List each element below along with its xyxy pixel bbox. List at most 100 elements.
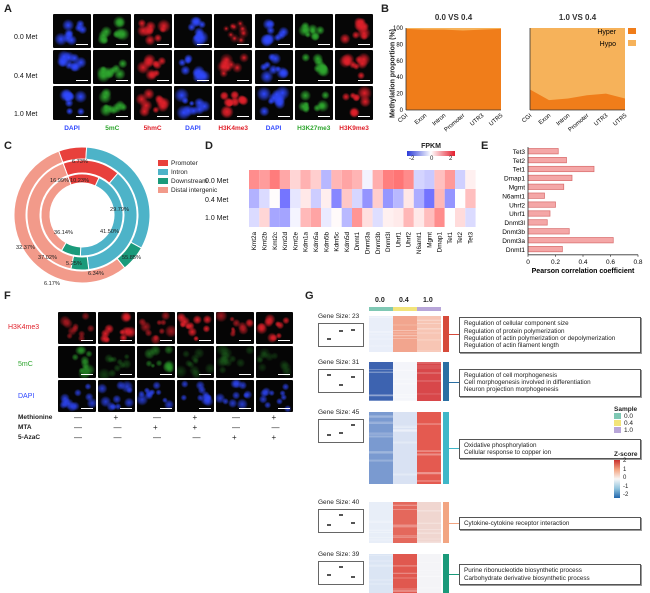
gene-size-label: Gene Size: 23	[318, 313, 360, 320]
panel-f-label: F	[4, 290, 11, 302]
micrograph-cell	[133, 50, 172, 84]
micrograph-cell	[137, 312, 175, 344]
trend-marker	[339, 566, 343, 568]
category-label: Dmap1	[504, 176, 525, 183]
x-tick-label: UTR5	[488, 113, 504, 128]
trend-plot	[318, 323, 364, 347]
category-label: Tet3	[513, 149, 526, 156]
trend-marker	[327, 524, 331, 526]
heatmap-cell	[434, 189, 445, 208]
stain-label: 5hmC	[143, 125, 162, 132]
heatmap-cell	[372, 189, 383, 208]
cluster-color-bar	[443, 412, 449, 485]
go-term: Regulation of actin polymerization or de…	[464, 335, 616, 343]
row-label: 0.0 Met	[205, 178, 229, 185]
connector-line	[449, 573, 459, 575]
legend-label: Intron	[171, 169, 188, 176]
trend-plot	[318, 509, 364, 533]
connector-line	[449, 448, 459, 450]
scale-bar	[156, 44, 169, 45]
scale-bar	[76, 116, 88, 117]
heatmap-cell	[434, 170, 445, 189]
heatmap-cell	[321, 189, 332, 208]
go-term: Neuron projection morphogenesis	[464, 386, 559, 394]
scale-bar	[278, 340, 290, 341]
x-tick-label: Promoter	[444, 113, 467, 133]
fpkm-colorbar	[407, 151, 455, 156]
cluster-color-bar	[443, 502, 449, 543]
gene-size-label: Gene Size: 45	[318, 409, 360, 416]
category-label: Dnmt3l	[504, 220, 525, 227]
fpkm-tick: -2	[409, 156, 415, 162]
sample-annotation	[417, 307, 441, 311]
scale-bar	[76, 44, 88, 45]
go-term: Purine ribonucleotide biosynthetic proce…	[464, 567, 582, 575]
scale-bar	[120, 408, 132, 409]
zscore-colorbar	[614, 460, 620, 498]
micrograph-cell	[254, 14, 293, 48]
micrograph-cell	[53, 50, 91, 84]
go-term: Cytokine-cytokine receptor interaction	[464, 519, 570, 527]
heatmap-cell	[310, 170, 322, 189]
heatmap-cell	[382, 189, 394, 208]
panel-a-stain-labels: DAPI 5mC 5hmC DAPI H3K4me3 DAPI H3K27me3 H3K9me…	[53, 125, 375, 135]
go-term: Regulation of actin filament length	[464, 342, 559, 350]
heatmap-block	[417, 554, 441, 593]
heatmap-block	[417, 502, 441, 543]
legend-item: Intron	[158, 169, 238, 176]
trend-marker	[339, 514, 343, 516]
legend-label: Hypo	[600, 41, 616, 48]
x-tick-label: 0.8	[633, 259, 642, 266]
gene-label: Kdm1a	[303, 232, 310, 252]
treatment-value: —	[153, 433, 161, 442]
heatmap-cell	[269, 170, 280, 189]
connector-line	[449, 334, 459, 336]
heatmap-cell	[444, 189, 455, 208]
panel-f-micrograph-grid	[58, 312, 295, 412]
x-axis-label: Pearson correlation coefficient	[532, 268, 635, 275]
heatmap-cell	[249, 189, 260, 208]
heatmap-cell	[403, 170, 414, 189]
y-tick-label: 0	[400, 108, 404, 114]
scale-bar	[196, 116, 209, 117]
heatmap-cell	[465, 189, 476, 208]
heatmap-cell	[403, 189, 414, 208]
gene-label: Dmap1	[437, 232, 444, 253]
micrograph-cell	[294, 86, 333, 120]
donut-label: 16.99%	[50, 178, 69, 184]
scale-bar	[116, 80, 129, 81]
heatmap-cell	[300, 189, 311, 208]
zscore-legend: Z-score 2 1 0 -1 -2	[614, 451, 644, 501]
legend-item: Downstream	[158, 178, 238, 185]
x-tick-label: Intron	[556, 113, 572, 127]
heatmap-block	[393, 362, 417, 402]
go-term: Regulation of cell morphogenesis	[464, 371, 558, 379]
micrograph-cell	[255, 380, 293, 412]
sample-annotation	[393, 307, 417, 311]
gene-label: Tet1	[447, 232, 454, 244]
donut-label: 37.02%	[38, 255, 57, 261]
micrograph-cell	[58, 346, 96, 378]
scale-bar	[277, 44, 290, 45]
hyper-area	[406, 28, 501, 110]
bar	[527, 219, 548, 226]
scale-bar	[80, 374, 93, 375]
gene-label: Dnmt3b	[375, 232, 382, 255]
legend-label: 0.4	[624, 420, 634, 427]
heatmap-cell	[362, 170, 373, 189]
heatmap-cell	[424, 208, 435, 227]
heatmap-cell	[290, 189, 301, 208]
heatmap-cell	[455, 170, 466, 189]
micrograph-cell	[173, 86, 212, 120]
treatment-value: +	[271, 413, 277, 422]
x-tick-label: UTR3	[593, 113, 609, 128]
heatmap-cell	[455, 208, 466, 227]
micrograph-cell	[93, 50, 132, 84]
heatmap-cell	[362, 189, 373, 208]
x-tick-label: 0.2	[551, 259, 560, 266]
micrograph-cell	[93, 14, 132, 48]
stain-label: H3K27me3	[297, 125, 331, 132]
stain-label: DAPI	[64, 125, 80, 132]
heatmap-block	[393, 554, 417, 593]
